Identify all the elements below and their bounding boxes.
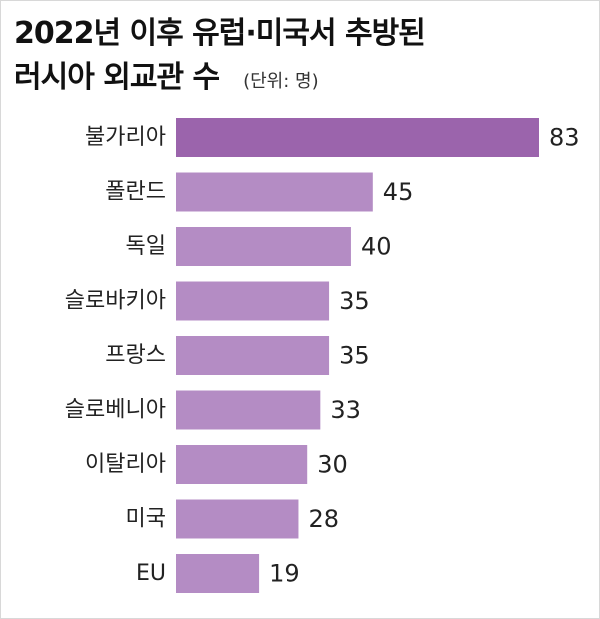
category-label-2: 독일 xyxy=(126,234,166,259)
value-label-8: 19 xyxy=(269,560,300,588)
value-label-1: 45 xyxy=(383,178,414,206)
category-label-3: 슬로바키아 xyxy=(65,289,166,314)
bar-6 xyxy=(176,445,308,484)
bar-3 xyxy=(176,281,330,321)
category-label-6: 이탈리아 xyxy=(85,452,166,477)
chart-title-line-2: 러시아 외교관 수 (단위: 명) xyxy=(14,56,574,104)
bar-8 xyxy=(176,554,260,593)
category-label-5: 슬로베니아 xyxy=(65,398,166,423)
value-label-2: 40 xyxy=(361,233,392,261)
category-label-8: EU xyxy=(136,561,166,586)
bar-chart: 불가리아 83 폴란드 45 독일 40 슬로바키아 35 프랑스 35 슬로베니아 33 이탈리아 30… xyxy=(65,118,580,593)
chart-title: 2022년 이후 유럽·미국서 추방된 러시아 외교관 수 (단위: 명) xyxy=(14,12,574,104)
bar-0 xyxy=(176,118,539,157)
category-label-7: 미국 xyxy=(126,507,166,532)
value-label-5: 33 xyxy=(330,396,361,424)
category-label-0: 불가리아 xyxy=(85,125,166,150)
category-label-4: 프랑스 xyxy=(105,343,166,368)
chart-title-line-1: 2022년 이후 유럽·미국서 추방된 xyxy=(14,16,426,51)
bar-7 xyxy=(176,499,299,539)
bar-2 xyxy=(176,227,351,266)
bar-5 xyxy=(176,390,321,430)
value-label-6: 30 xyxy=(317,451,348,479)
bar-1 xyxy=(176,172,373,212)
category-label-1: 폴란드 xyxy=(105,180,166,205)
chart-title-line-2-text: 러시아 외교관 수 xyxy=(14,60,220,95)
value-label-0: 83 xyxy=(549,124,580,152)
value-label-3: 35 xyxy=(339,287,370,315)
value-label-4: 35 xyxy=(339,342,370,370)
value-label-7: 28 xyxy=(308,505,339,533)
bar-4 xyxy=(176,336,330,375)
unit-label: (단위: 명) xyxy=(243,71,319,92)
